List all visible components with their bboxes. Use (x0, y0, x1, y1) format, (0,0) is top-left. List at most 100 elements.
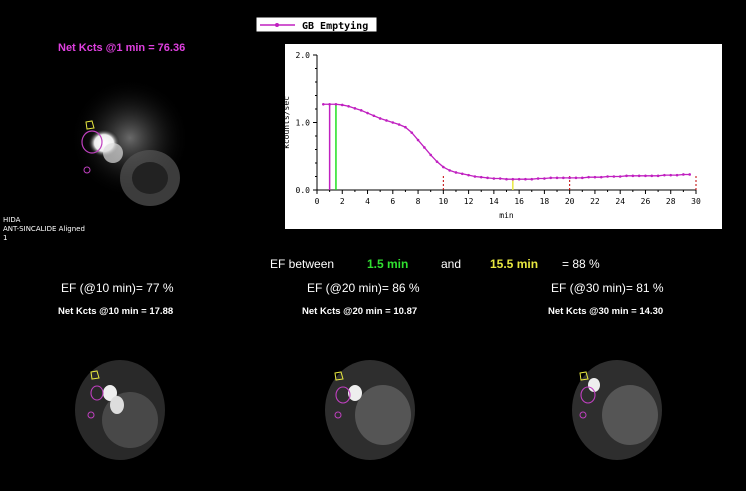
legend-box (255, 16, 378, 33)
x-tick-label: 8 (416, 197, 421, 206)
ef-30min-label: EF (@30 min)= 81 % (551, 281, 664, 295)
ef-20min-label: EF (@20 min)= 86 % (307, 281, 420, 295)
data-point (454, 171, 458, 174)
scan-image-1min (70, 78, 190, 206)
data-point (593, 175, 597, 179)
data-point (536, 177, 540, 180)
ef-start-time: 1.5 min (367, 257, 409, 271)
data-point (404, 125, 407, 129)
data-point (467, 173, 470, 177)
scan-image-10min (75, 360, 165, 460)
data-point (568, 176, 571, 180)
data-point (599, 175, 603, 179)
x-tick-label: 12 (464, 197, 474, 206)
x-tick-label: 18 (540, 197, 550, 206)
x-tick-label: 26 (641, 197, 651, 206)
scan-image-20min (325, 360, 415, 460)
ef-end-time: 15.5 min (490, 257, 539, 271)
data-point (416, 138, 420, 142)
x-tick-label: 6 (390, 197, 395, 206)
data-point (688, 173, 691, 176)
data-point (587, 175, 590, 179)
x-axis-label: min (499, 211, 514, 220)
data-point (682, 173, 685, 176)
y-tick-label: 1.0 (296, 119, 311, 128)
legend-marker (275, 23, 279, 27)
data-point (562, 176, 565, 180)
data-point (378, 117, 382, 120)
data-point (460, 172, 464, 176)
data-point (650, 174, 654, 178)
data-point (442, 165, 445, 169)
x-tick-label: 28 (666, 197, 676, 206)
x-tick-label: 2 (340, 197, 345, 206)
data-point (606, 175, 609, 178)
y-tick-label: 0.0 (296, 186, 311, 195)
data-point (328, 102, 331, 106)
data-point (410, 131, 414, 134)
data-point (637, 174, 641, 178)
x-tick-label: 0 (315, 197, 320, 206)
data-point (486, 176, 489, 180)
data-point (581, 176, 584, 180)
data-point (675, 173, 679, 177)
x-tick-label: 16 (514, 197, 524, 206)
data-point (663, 173, 666, 177)
legend-label: GB Emptying (302, 20, 368, 32)
x-tick-label: 22 (590, 197, 600, 206)
y-tick-label: 2.0 (296, 51, 311, 60)
data-point (353, 107, 357, 110)
x-tick-label: 20 (565, 197, 575, 206)
data-point (359, 109, 363, 112)
data-point (511, 177, 515, 181)
data-point (498, 177, 502, 180)
data-point (505, 177, 508, 181)
data-point (334, 102, 338, 106)
data-point (669, 173, 673, 177)
scan-image-30min (572, 360, 662, 460)
x-tick-label: 24 (615, 197, 625, 206)
x-tick-label: 14 (489, 197, 499, 206)
data-point (549, 176, 553, 180)
data-point (574, 176, 578, 180)
ef-result: = 88 % (562, 257, 600, 271)
data-point (366, 111, 369, 115)
data-point (448, 169, 451, 172)
data-point (322, 102, 325, 106)
ef-between-prefix: EF between (270, 257, 335, 271)
gb-emptying-chart: GB Emptying 0.0 1.0 2.0 0 2 4 6 8 10 12 14 16 18 20 22 2… (255, 14, 725, 234)
study-label: HIDA ANT-SINCALIDE Aligned 1 (3, 216, 85, 242)
data-point (631, 174, 635, 178)
data-point (517, 177, 521, 181)
data-point (479, 175, 483, 179)
ef-conj: and (441, 257, 462, 271)
data-point (543, 177, 546, 180)
data-point (347, 105, 350, 108)
x-tick-label: 10 (439, 197, 449, 206)
y-axis-label: kcounts/sec (282, 96, 291, 149)
x-tick-label: 30 (691, 197, 701, 206)
data-point (391, 121, 395, 124)
net-kcts-1min-label: Net Kcts @1 min = 76.36 (58, 42, 186, 54)
net-kcts-20min-label: Net Kcts @20 min = 10.87 (302, 306, 418, 317)
data-point (372, 114, 376, 118)
data-point (656, 174, 660, 178)
data-point (555, 176, 559, 180)
net-kcts-30min-label: Net Kcts @30 min = 14.30 (548, 306, 664, 317)
data-point (340, 103, 344, 107)
ef-10min-label: EF (@10 min)= 77 % (61, 281, 174, 295)
data-point (625, 174, 628, 178)
data-point (473, 175, 477, 178)
data-point (435, 160, 439, 163)
data-point (644, 174, 647, 178)
data-point (612, 175, 616, 178)
data-point (618, 175, 622, 178)
data-point (530, 177, 534, 181)
data-point (397, 123, 401, 126)
data-point (492, 177, 496, 180)
data-point (429, 153, 432, 157)
x-tick-label: 4 (365, 197, 370, 206)
data-point (385, 119, 388, 122)
data-point (423, 146, 426, 149)
plot-area (285, 44, 722, 229)
